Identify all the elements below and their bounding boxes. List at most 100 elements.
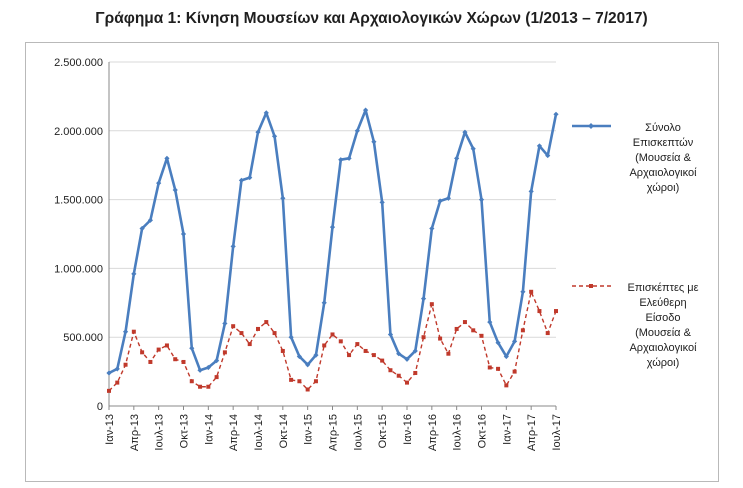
data-point-total — [147, 217, 153, 223]
data-point-total — [512, 338, 518, 344]
data-point-free — [264, 320, 269, 325]
data-point-free — [438, 336, 443, 341]
data-point-free — [347, 353, 352, 358]
x-tick-label: Οκτ-13 — [179, 414, 191, 448]
legend-free-label: χώροι) — [647, 357, 680, 369]
legend-total-label: Επισκεπτών — [633, 137, 694, 149]
legend-free-label: Είσοδο — [646, 312, 681, 324]
data-point-free — [313, 379, 318, 384]
data-point-total — [114, 366, 120, 372]
data-point-total — [247, 174, 253, 181]
data-point-free — [272, 331, 277, 336]
data-point-total — [379, 199, 385, 205]
data-point-total — [404, 356, 410, 362]
x-tick-label: Οκτ-15 — [377, 414, 389, 448]
data-point-total — [197, 367, 203, 373]
data-point-free — [462, 320, 467, 325]
data-point-total — [495, 340, 501, 346]
data-point-total — [354, 128, 360, 134]
x-tick-label: Ιουλ-16 — [452, 414, 464, 451]
data-point-total — [296, 353, 302, 360]
data-point-free — [363, 348, 368, 353]
data-point-total — [503, 353, 509, 360]
data-point-total — [412, 348, 418, 354]
x-tick-label: Ιαν-17 — [501, 414, 513, 445]
x-tick-label: Ιαν-14 — [203, 414, 215, 445]
data-point-total — [280, 195, 286, 201]
data-point-free — [529, 289, 534, 294]
data-point-free — [520, 328, 525, 333]
data-point-free — [181, 359, 186, 364]
data-point-total — [528, 188, 534, 194]
legend-free-swatch-marker — [589, 284, 593, 288]
data-point-total — [180, 231, 187, 237]
data-point-free — [239, 331, 244, 336]
data-point-free — [322, 343, 327, 348]
data-point-total — [305, 362, 311, 368]
legend-total-label: Αρχαιολογικοί — [629, 167, 697, 179]
data-point-total — [106, 370, 112, 376]
x-tick-label: Οκτ-16 — [477, 414, 489, 448]
legend-total-swatch-marker — [588, 123, 594, 129]
data-point-total — [420, 296, 427, 302]
data-point-free — [471, 328, 476, 333]
data-point-total — [321, 300, 327, 306]
data-point-free — [380, 358, 385, 363]
data-point-total — [371, 139, 377, 145]
data-point-free — [330, 332, 335, 337]
data-point-free — [156, 347, 161, 352]
data-point-total — [470, 146, 476, 152]
data-point-total — [396, 351, 402, 357]
data-point-total — [346, 155, 352, 161]
data-point-free — [545, 331, 550, 336]
data-point-free — [338, 339, 343, 344]
data-point-free — [429, 302, 434, 307]
data-point-total — [536, 143, 543, 149]
data-point-free — [496, 366, 501, 371]
data-point-free — [123, 362, 128, 367]
data-point-total — [454, 155, 460, 161]
data-point-total — [222, 320, 228, 327]
legend-free-label: Επισκέπτες με — [627, 282, 698, 294]
data-point-free — [131, 329, 136, 334]
x-tick-label: Απρ-14 — [228, 414, 240, 451]
data-point-total — [429, 225, 435, 232]
data-point-free — [396, 373, 401, 378]
data-point-free — [413, 370, 418, 375]
data-point-free — [206, 384, 211, 389]
data-point-free — [487, 365, 492, 370]
data-point-total — [238, 177, 245, 183]
data-point-free — [214, 375, 219, 380]
data-point-total — [263, 110, 269, 116]
data-point-free — [554, 309, 558, 314]
data-point-total — [553, 111, 559, 117]
data-point-total — [338, 157, 344, 163]
legend-free-label: Ελεύθερη — [639, 297, 686, 309]
data-point-free — [421, 335, 426, 340]
data-point-total — [205, 364, 211, 371]
data-point-free — [297, 379, 302, 384]
x-tick-label: Απρ-15 — [328, 414, 340, 451]
data-point-total — [214, 357, 220, 364]
y-tick-label: 1.000.000 — [54, 263, 103, 275]
data-point-total — [156, 180, 162, 186]
x-tick-label: Ιαν-13 — [104, 414, 116, 445]
data-point-free — [231, 324, 236, 329]
data-point-free — [355, 342, 360, 347]
x-tick-label: Ιαν-16 — [402, 414, 414, 445]
data-point-total — [139, 225, 145, 232]
data-point-total — [271, 133, 278, 139]
data-point-total — [478, 197, 485, 203]
data-point-total — [230, 243, 236, 249]
x-tick-label: Απρ-13 — [129, 414, 141, 451]
data-point-free — [388, 368, 393, 373]
data-point-free — [148, 359, 153, 364]
data-point-total — [437, 198, 443, 204]
data-point-total — [122, 329, 129, 335]
data-point-total — [255, 129, 261, 135]
data-point-total — [172, 187, 178, 193]
chart-frame — [25, 42, 719, 482]
data-point-free — [512, 369, 517, 374]
data-point-free — [107, 388, 111, 393]
data-point-total — [313, 352, 319, 358]
